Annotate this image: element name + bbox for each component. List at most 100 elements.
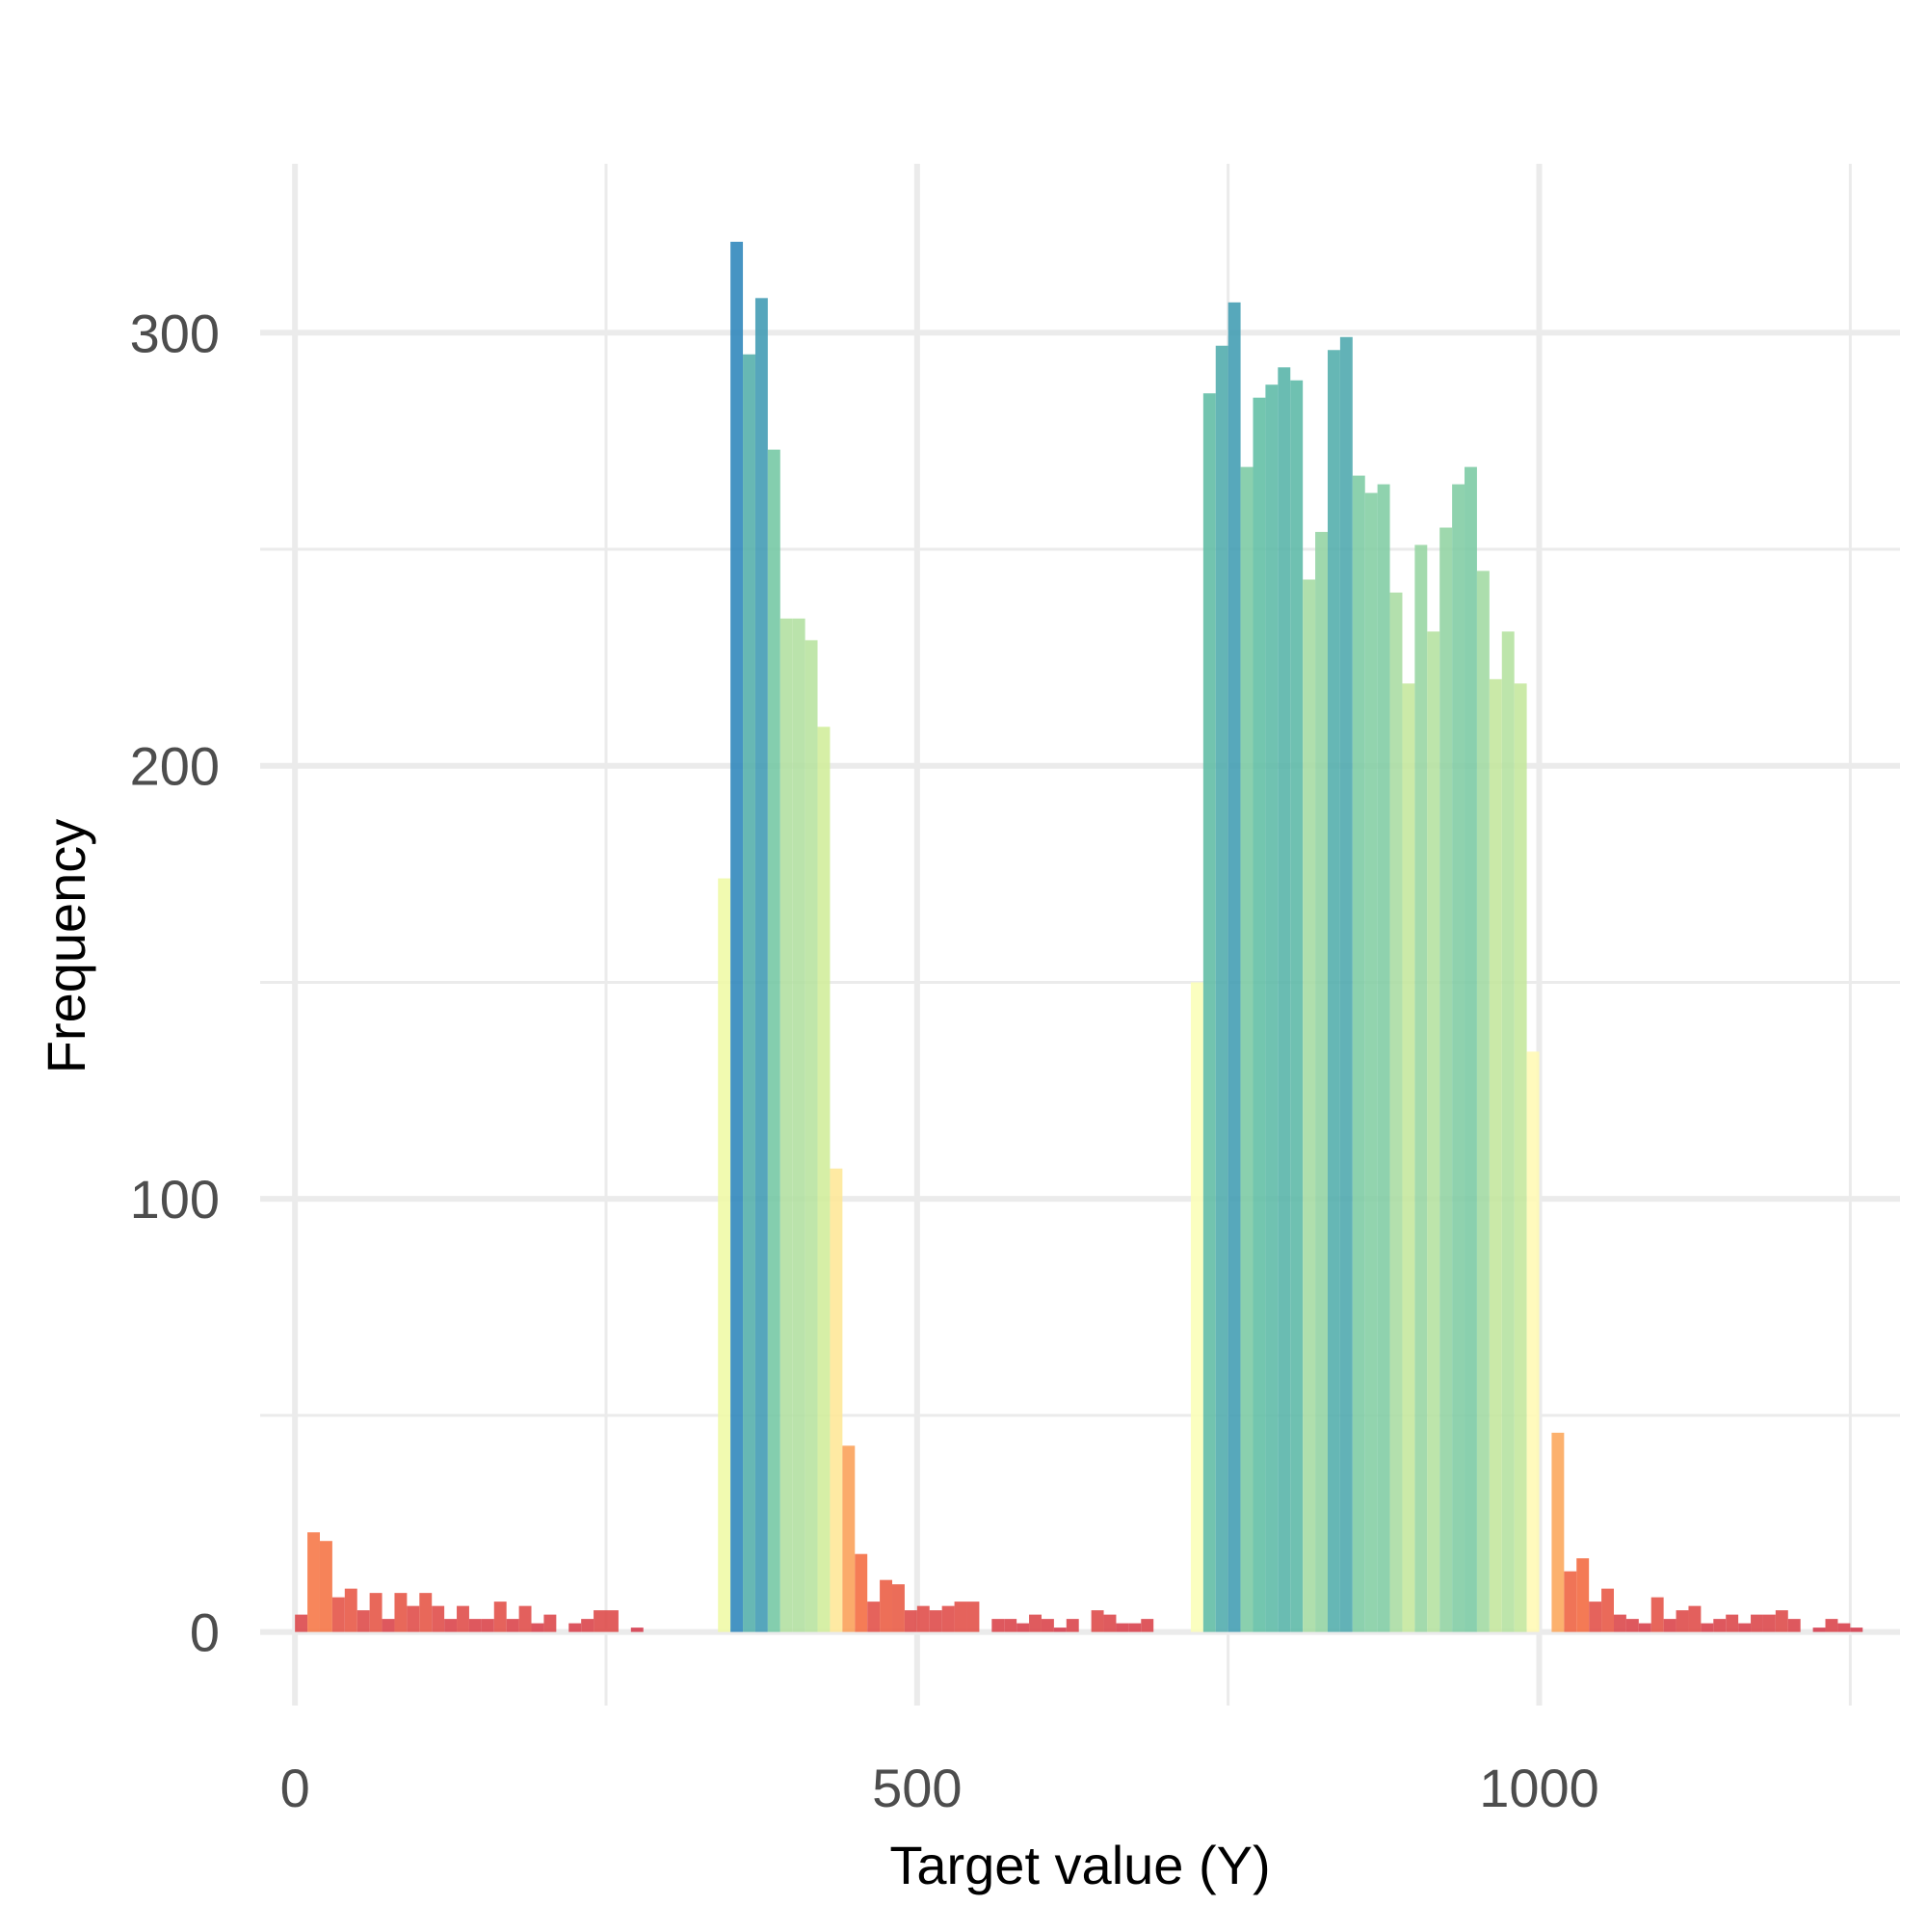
histogram-bar <box>1265 384 1279 1632</box>
histogram-bar <box>344 1588 357 1632</box>
histogram-bar <box>531 1623 544 1632</box>
histogram-bar <box>1601 1588 1614 1632</box>
x-axis-ticks: 0 500 1000 <box>280 1758 1599 1818</box>
histogram-bar <box>457 1605 469 1632</box>
histogram-bar <box>543 1614 557 1632</box>
histogram-bar <box>1364 492 1378 1632</box>
histogram-bar <box>754 298 768 1632</box>
histogram-bar <box>1476 570 1490 1632</box>
histogram-bar <box>1240 466 1254 1632</box>
histogram-bar <box>1116 1623 1129 1632</box>
histogram-bar <box>1663 1619 1676 1632</box>
histogram-bar <box>1452 484 1465 1632</box>
histogram-bar <box>1215 345 1228 1632</box>
histogram-bar <box>1303 579 1316 1632</box>
histogram-bar <box>767 449 780 1632</box>
histogram-bar <box>1253 397 1266 1632</box>
histogram-bar <box>1377 484 1390 1632</box>
histogram-bar <box>792 618 805 1632</box>
histogram-bar <box>1551 1432 1565 1632</box>
histogram-bar <box>1091 1610 1104 1632</box>
histogram-bar <box>1762 1614 1776 1632</box>
histogram-bar <box>1775 1610 1788 1632</box>
y-tick-label: 300 <box>130 303 220 363</box>
histogram-bar <box>432 1605 445 1632</box>
histogram-bar <box>880 1579 893 1632</box>
histogram-bar <box>1327 350 1340 1632</box>
histogram-bar <box>1726 1614 1739 1632</box>
histogram-bars <box>295 241 1863 1632</box>
histogram-bar <box>1688 1605 1702 1632</box>
histogram-bar <box>1389 592 1403 1632</box>
histogram-bar <box>1701 1623 1714 1632</box>
histogram-bar <box>805 640 818 1632</box>
histogram-bar <box>929 1610 942 1632</box>
histogram-bar <box>468 1619 482 1632</box>
histogram-bar <box>1489 678 1502 1632</box>
histogram-bar <box>779 618 793 1632</box>
histogram-bar <box>630 1628 644 1632</box>
histogram-bar <box>1041 1619 1054 1632</box>
histogram-bar <box>966 1601 980 1632</box>
histogram-bar <box>1625 1619 1639 1632</box>
histogram-bar <box>1787 1619 1801 1632</box>
x-tick-label: 0 <box>280 1758 310 1818</box>
histogram-bar <box>1290 380 1304 1632</box>
y-tick-label: 100 <box>130 1169 220 1230</box>
histogram-bar <box>1465 466 1477 1632</box>
histogram-bar <box>1202 393 1216 1632</box>
histogram-bar <box>718 878 731 1632</box>
histogram-bar <box>1576 1558 1590 1632</box>
histogram-bar <box>356 1610 370 1632</box>
histogram-bar <box>581 1619 594 1632</box>
histogram-bar <box>506 1619 519 1632</box>
x-axis-title: Target value (Y) <box>889 1835 1270 1895</box>
histogram-bar <box>867 1601 881 1632</box>
histogram-bar <box>830 1168 843 1632</box>
histogram-bar <box>1315 532 1328 1632</box>
histogram-bar <box>594 1610 606 1632</box>
histogram-bar <box>817 727 831 1632</box>
y-tick-label: 200 <box>130 736 220 797</box>
histogram-bar <box>319 1541 332 1632</box>
histogram-bar <box>855 1553 868 1632</box>
histogram-bar <box>419 1593 433 1632</box>
histogram-bar <box>1402 683 1415 1632</box>
histogram-bar <box>1738 1623 1752 1632</box>
histogram-bar <box>1713 1619 1727 1632</box>
x-tick-label: 500 <box>872 1758 962 1818</box>
histogram-bar <box>1589 1601 1602 1632</box>
histogram-bar <box>1190 982 1203 1632</box>
histogram-bar <box>1837 1623 1851 1632</box>
histogram-bar <box>1339 336 1353 1632</box>
histogram-bar <box>1564 1571 1577 1632</box>
histogram-bar <box>1227 302 1241 1632</box>
histogram-bar <box>904 1610 917 1632</box>
histogram-bar <box>1103 1614 1117 1632</box>
histogram-bar <box>307 1532 320 1632</box>
histogram-bar <box>954 1601 967 1632</box>
y-axis-title: Frequency <box>36 819 96 1074</box>
histogram-bar <box>1514 683 1527 1632</box>
histogram-bar <box>568 1623 582 1632</box>
histogram-bar <box>1414 544 1428 1632</box>
histogram-bar <box>1016 1623 1030 1632</box>
histogram-bar <box>1850 1628 1863 1632</box>
histogram-bar <box>1638 1623 1651 1632</box>
histogram-bar <box>1427 631 1440 1632</box>
histogram-bar <box>1352 475 1365 1632</box>
histogram-bar <box>1751 1614 1763 1632</box>
histogram-bar <box>295 1614 308 1632</box>
histogram-bar <box>481 1619 494 1632</box>
histogram-bar <box>1141 1619 1154 1632</box>
histogram-bar <box>518 1605 532 1632</box>
histogram-bar <box>743 354 755 1632</box>
histogram-bar <box>1613 1614 1626 1632</box>
histogram-bar <box>1278 367 1291 1632</box>
histogram-bar <box>1128 1623 1142 1632</box>
histogram-bar <box>1053 1628 1067 1632</box>
x-tick-label: 1000 <box>1479 1758 1599 1818</box>
